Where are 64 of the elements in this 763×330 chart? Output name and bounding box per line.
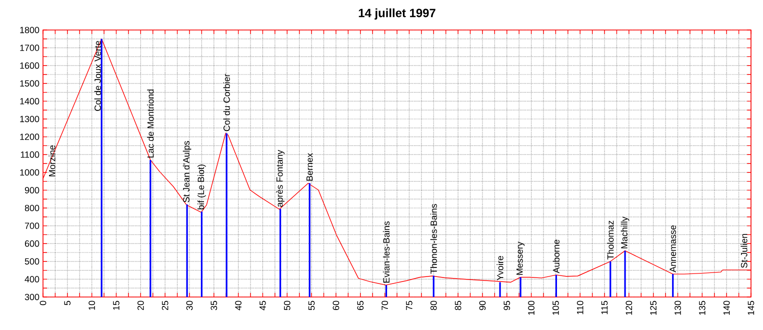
x-tick-label: 25 (162, 300, 168, 310)
x-tick-label: 80 (430, 300, 437, 310)
x-tick-label: 125 (650, 300, 657, 315)
x-tick-label: 30 (186, 300, 193, 310)
x-tick-label: 100 (528, 300, 534, 315)
annotation: Col du Corbier (223, 74, 230, 132)
y-tick-label: 500 (24, 258, 40, 265)
x-tick-label: 85 (454, 300, 462, 310)
y-tick-label: 800 (24, 204, 40, 212)
annotation: après Fontany (276, 150, 285, 207)
y-tick-label: 1000 (20, 169, 40, 176)
x-tick-label: 45 (260, 300, 266, 310)
annotation: St-Julien (740, 234, 748, 268)
y-tick-label: 900 (24, 187, 40, 194)
y-tick-label: 1200 (20, 134, 40, 140)
annotation: Machilly (620, 216, 630, 248)
x-tick-label: 115 (601, 300, 608, 314)
x-tick-label: 140 (723, 300, 730, 315)
x-tick-label: 20 (137, 300, 144, 310)
x-tick-label: 95 (504, 300, 510, 310)
chart-title: 14 juillet 1997 (358, 8, 436, 20)
y-tick-label: 1600 (20, 62, 40, 69)
x-tick-label: 55 (308, 300, 315, 310)
y-tick-label: 700 (24, 222, 40, 229)
y-tick-label: 1500 (20, 80, 40, 87)
y-tick-label: 400 (24, 276, 40, 282)
annotation: Thonon-les-Bains (430, 204, 437, 274)
annotation: Col de Joux Verte (94, 40, 101, 111)
annotation: Tholomaz (607, 220, 614, 260)
annotation: Messery (516, 242, 525, 275)
x-tick-label: 145 (748, 300, 754, 315)
y-tick-label: 600 (24, 240, 40, 247)
x-tick-label: 90 (479, 300, 486, 310)
x-tick-label: 130 (674, 300, 681, 315)
annotation: Morzine (48, 145, 56, 176)
x-tick-label: 135 (699, 300, 706, 315)
y-tick-label: 1400 (20, 98, 40, 104)
annotation: Annemasse (670, 225, 676, 272)
x-tick-label: 65 (357, 300, 364, 310)
x-tick-label: 60 (332, 300, 340, 310)
annotation: Lac de Montriond (147, 90, 154, 158)
x-tick-label: 75 (406, 300, 412, 310)
x-tick-label: 15 (113, 300, 120, 310)
y-tick-label: 1700 (20, 44, 40, 51)
x-tick-label: 10 (88, 300, 96, 310)
x-tick-label: 105 (552, 300, 559, 315)
y-tick-label: 300 (24, 294, 40, 300)
annotation: Yvoire (496, 256, 504, 280)
x-tick-label: 5 (64, 300, 71, 306)
annotation: bif (Le Biot) (198, 164, 206, 210)
annotation: Bernex (306, 153, 313, 181)
y-tick-label: 1800 (20, 26, 40, 34)
x-tick-label: 50 (284, 300, 290, 310)
annotation: Auborne (552, 240, 560, 274)
x-tick-label: 40 (235, 300, 242, 310)
annotation: St Jean d'Aulps (182, 141, 192, 202)
x-tick-label: 70 (382, 300, 388, 310)
annotation: Evian-les-Bains (382, 221, 390, 283)
x-tick-label: 35 (210, 300, 218, 310)
y-tick-label: 1300 (20, 116, 40, 122)
y-tick-label: 1100 (20, 151, 40, 158)
x-tick-label: 0 (40, 300, 46, 306)
x-tick-label: 110 (576, 300, 584, 314)
x-tick-label: 120 (626, 300, 632, 315)
